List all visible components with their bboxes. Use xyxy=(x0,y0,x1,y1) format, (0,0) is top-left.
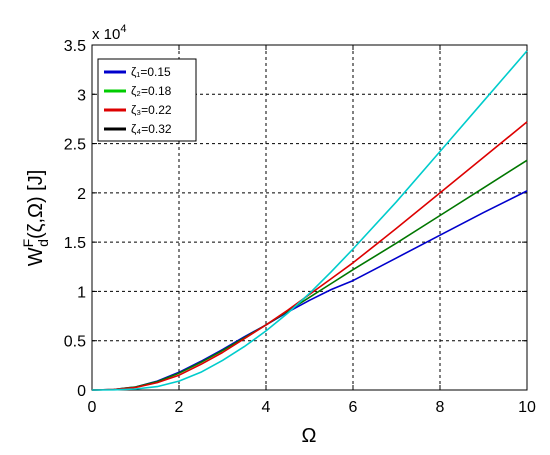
y-axis-label-sub: d xyxy=(35,239,51,247)
series-lines xyxy=(91,50,528,391)
x-tick-label: 0 xyxy=(88,399,97,416)
grid xyxy=(92,45,527,390)
legend-label: ζ₂=0.18 xyxy=(131,84,172,98)
x-tick-label: 2 xyxy=(175,399,184,416)
y-multiplier-label: x 104 xyxy=(92,23,126,43)
y-multiplier-exponent: 4 xyxy=(120,23,126,35)
series-line-4 xyxy=(91,50,528,391)
y-axis-label: WFd(ζ,Ω) [J] xyxy=(20,170,51,267)
y-tick-label: 0.5 xyxy=(64,334,86,351)
legend-items: ζ₁=0.15 ζ₂=0.18 ζ₃=0.22 ζ₄=0.32 xyxy=(104,65,172,136)
y-axis-label-sup: F xyxy=(20,239,36,248)
y-tick-label: 1 xyxy=(77,284,86,301)
legend-label: ζ₄=0.32 xyxy=(131,122,172,136)
y-axis-label-args: (ζ,Ω) [J] xyxy=(25,170,47,239)
y-tick-label: 0 xyxy=(77,383,86,400)
ticks: 0 2 4 6 8 10 0 0.5 1 1.5 2 2.5 3 3.5 xyxy=(64,38,536,416)
x-tick-label: 10 xyxy=(518,399,536,416)
legend-label: ζ₃=0.22 xyxy=(131,103,172,117)
y-tick-label: 2 xyxy=(77,186,86,203)
x-tick-label: 8 xyxy=(436,399,445,416)
x-tick-label: 6 xyxy=(349,399,358,416)
y-tick-label: 1.5 xyxy=(64,235,86,252)
legend: ζ₁=0.15 ζ₂=0.18 ζ₃=0.22 ζ₄=0.32 xyxy=(97,58,197,142)
x-tick-label: 4 xyxy=(262,399,271,416)
legend-label: ζ₁=0.15 xyxy=(131,65,171,79)
series-line-3 xyxy=(91,121,528,391)
y-tick-label: 3 xyxy=(77,87,86,104)
y-tick-label: 3.5 xyxy=(64,38,86,55)
y-tick-label: 2.5 xyxy=(64,137,86,154)
x-axis-label: Ω xyxy=(302,425,317,447)
